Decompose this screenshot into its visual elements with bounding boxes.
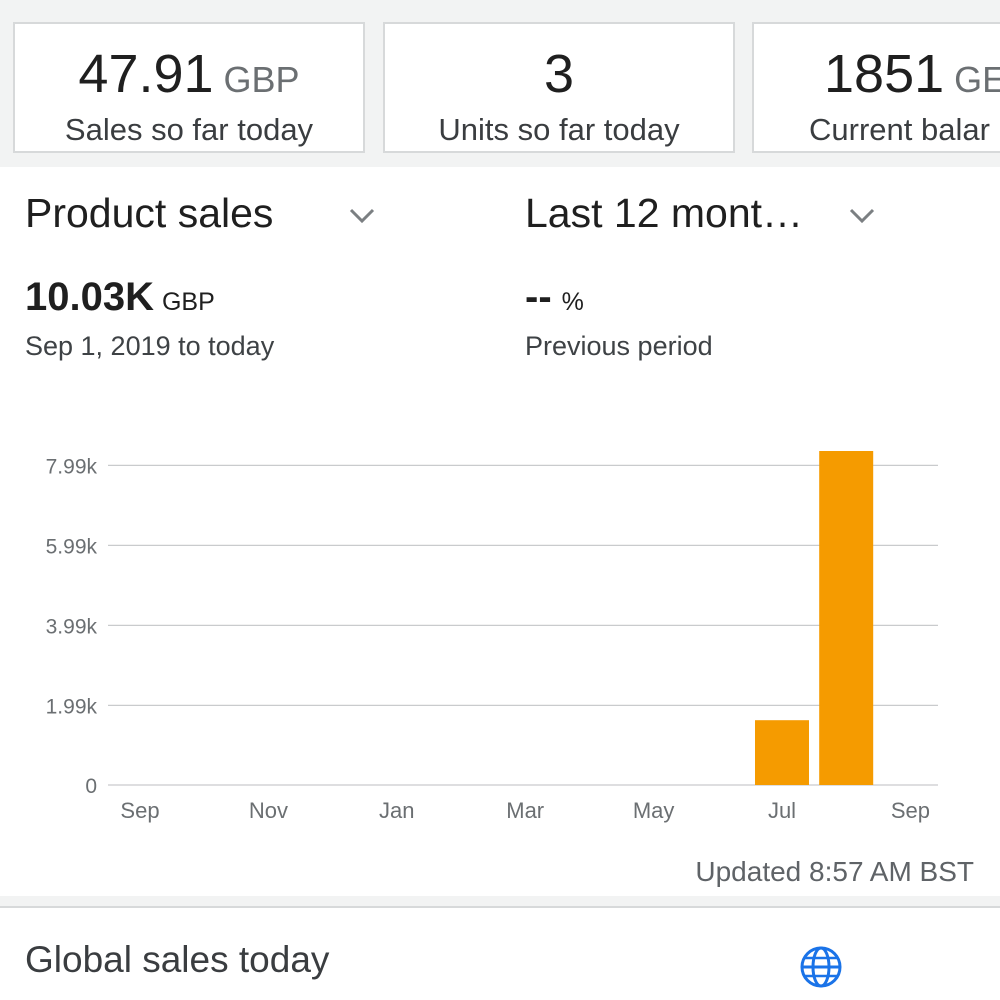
bar-jul[interactable] xyxy=(755,720,809,785)
current-balance-label: Current balar xyxy=(809,112,990,147)
x-tick-label: Nov xyxy=(249,798,288,823)
x-tick-label: Sep xyxy=(891,798,930,823)
sales-today-unit: GBP xyxy=(223,59,300,100)
sales-bar-chart: 0 1.99k 3.99k 5.99k 7.99k Sep Nov Jan Mar May Jul S… xyxy=(46,451,938,823)
total-sales: 10.03K GBP xyxy=(25,272,215,327)
bar-aug[interactable] xyxy=(819,451,874,785)
comparison-number: -- xyxy=(525,275,552,319)
chevron-down-icon[interactable] xyxy=(345,198,379,232)
current-balance-unit: GE xyxy=(954,59,1000,100)
updated-timestamp: Updated 8:57 AM BST xyxy=(695,856,974,887)
globe-icon[interactable] xyxy=(798,944,844,990)
y-tick-label: 0 xyxy=(85,775,97,798)
total-sales-unit: GBP xyxy=(161,288,215,316)
x-tick-label: Jul xyxy=(768,798,796,823)
sales-today-label: Sales so far today xyxy=(64,112,314,147)
current-balance-card[interactable]: 1851 GE Current balar xyxy=(752,22,1000,153)
units-today-card[interactable]: 3 Units so far today xyxy=(383,22,735,153)
global-sales-title[interactable]: Global sales today xyxy=(25,939,330,980)
sales-today-card[interactable]: 47.91 GBP Sales so far today xyxy=(13,22,365,153)
current-balance-value: 1851 xyxy=(824,44,945,104)
metric-selector[interactable]: Product sales xyxy=(25,190,274,236)
section-divider xyxy=(0,896,1000,908)
y-tick-label: 7.99k xyxy=(46,455,98,478)
x-tick-label: May xyxy=(633,798,675,823)
y-tick-label: 1.99k xyxy=(46,695,98,718)
y-tick-label: 3.99k xyxy=(46,615,98,638)
period-selector[interactable]: Last 12 mont… xyxy=(525,190,804,236)
comparison-label: Previous period xyxy=(525,331,713,361)
x-tick-label: Sep xyxy=(120,798,159,823)
sales-today-value: 47.91 xyxy=(78,44,214,104)
summary-cards: 47.91 GBP Sales so far today 3 Units so f… xyxy=(0,0,1000,167)
x-tick-label: Mar xyxy=(506,798,544,823)
units-today-value: 3 xyxy=(543,44,575,104)
total-sales-value: 10.03K xyxy=(25,275,154,319)
comparison-unit: % xyxy=(561,288,584,316)
y-tick-label: 5.99k xyxy=(46,535,98,558)
date-range: Sep 1, 2019 to today xyxy=(25,331,275,361)
comparison-value: --% xyxy=(525,272,584,327)
x-tick-label: Jan xyxy=(379,798,414,823)
chevron-down-icon[interactable] xyxy=(845,198,879,232)
units-today-label: Units so far today xyxy=(438,112,680,147)
